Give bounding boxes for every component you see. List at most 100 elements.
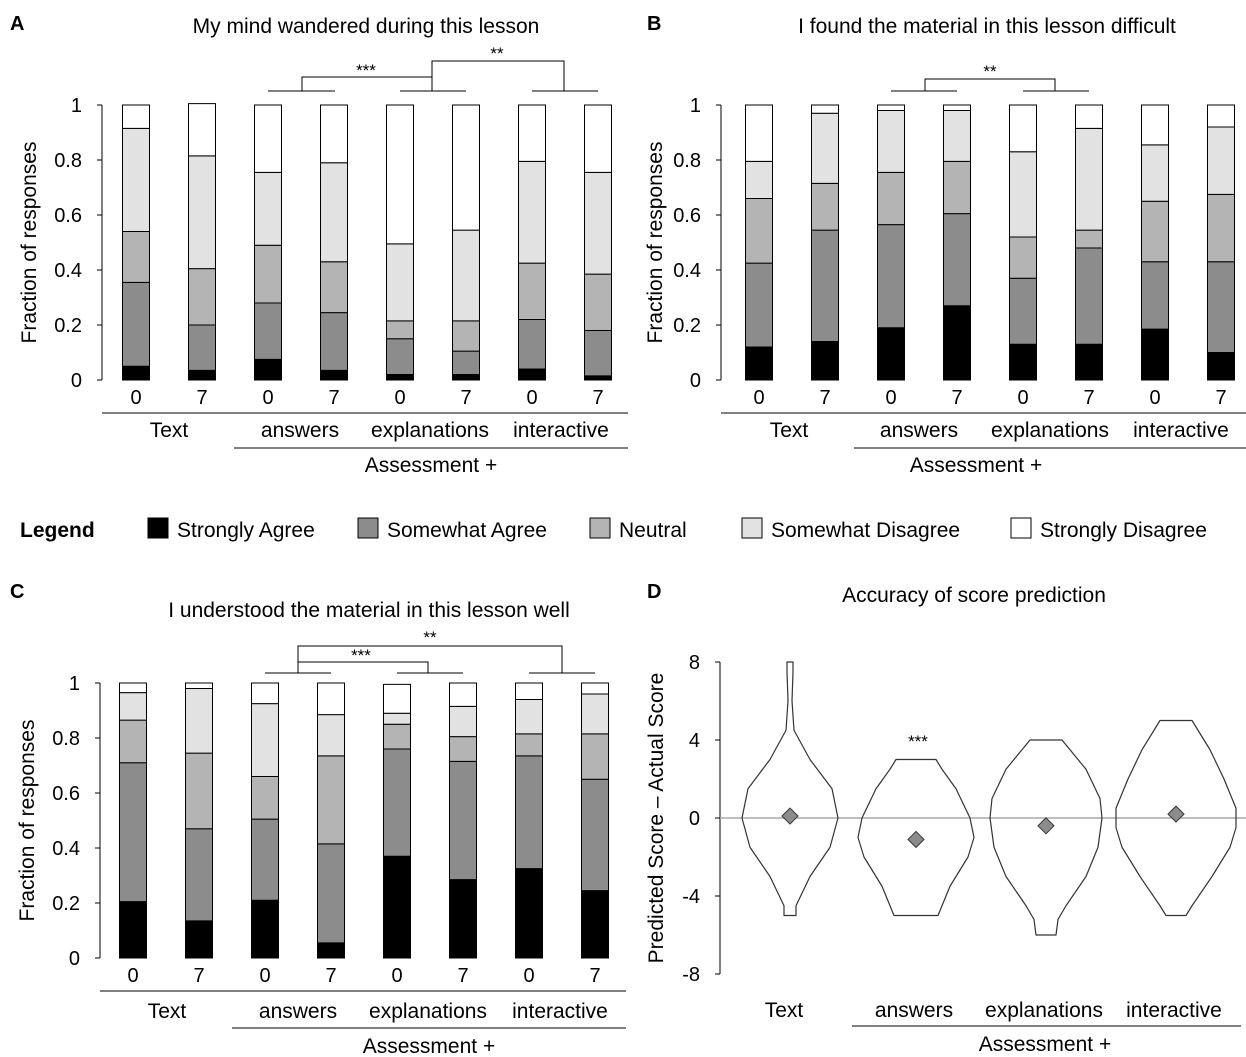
panel-a: A My mind wandered during this lesson 00… bbox=[10, 13, 628, 477]
bar-segment-neutral bbox=[877, 171, 905, 226]
group-label: interactive bbox=[512, 1000, 608, 1023]
bar-segment-strongly-disagree bbox=[518, 104, 546, 162]
bar-segment-strongly-disagree bbox=[317, 682, 345, 716]
bar-segment-strongly-disagree bbox=[943, 104, 971, 111]
bar-segment-somewhat-disagree bbox=[320, 162, 348, 263]
bar-segment-somewhat-agree bbox=[581, 778, 609, 892]
legend-swatch-strongly-disagree bbox=[1010, 517, 1032, 539]
bar-segment-strongly-disagree bbox=[584, 104, 612, 173]
x-category-label: answers bbox=[875, 999, 953, 1022]
panel-b-title: I found the material in this lesson diff… bbox=[798, 15, 1176, 38]
bar-segment-strongly-agree bbox=[449, 879, 477, 959]
y-tick-label: 0.4 bbox=[54, 260, 82, 282]
bar-segment-strongly-disagree bbox=[185, 682, 213, 689]
bar-segment-neutral bbox=[518, 262, 546, 320]
y-tick-label: 0.2 bbox=[52, 893, 80, 915]
x-tick-label: 7 bbox=[951, 387, 962, 409]
bar-segment-somewhat-disagree bbox=[185, 688, 213, 754]
bar-segment-neutral bbox=[1075, 229, 1103, 249]
violin-explanations bbox=[989, 739, 1103, 936]
group-label: Text bbox=[770, 419, 809, 442]
bar-segment-somewhat-disagree bbox=[1009, 151, 1037, 238]
panel-letter-d: D bbox=[647, 581, 661, 603]
bar-segment-somewhat-agree bbox=[320, 312, 348, 371]
y-axis-label: Fraction of responses bbox=[16, 720, 39, 922]
bar-segment-somewhat-agree bbox=[317, 843, 345, 944]
bar-segment-strongly-agree bbox=[452, 374, 480, 381]
bar-segment-strongly-agree bbox=[811, 341, 839, 381]
x-tick-label: 0 bbox=[127, 965, 138, 987]
bar-segment-strongly-agree bbox=[584, 375, 612, 381]
legend-label: Strongly Agree bbox=[177, 519, 315, 542]
bar-segment-somewhat-agree bbox=[1009, 277, 1037, 345]
bar-segment-somewhat-agree bbox=[584, 330, 612, 377]
legend-swatch-somewhat-agree bbox=[357, 517, 379, 539]
bar-segment-strongly-agree bbox=[877, 327, 905, 381]
supergroup-label: Assessment + bbox=[910, 454, 1042, 477]
bar-segment-strongly-disagree bbox=[1009, 104, 1037, 153]
bar-segment-strongly-agree bbox=[119, 901, 147, 959]
bar-segment-neutral bbox=[811, 182, 839, 231]
bar-segment-neutral bbox=[251, 776, 279, 820]
panel-b: B I found the material in this lesson di… bbox=[644, 13, 1246, 477]
legend-label: Strongly Disagree bbox=[1040, 519, 1207, 542]
y-tick-label: -8 bbox=[682, 964, 700, 986]
group-label: explanations bbox=[369, 1000, 487, 1023]
significance-marker: *** bbox=[908, 732, 928, 751]
bar-segment-somewhat-disagree bbox=[1075, 127, 1103, 231]
legend-swatch-somewhat-disagree bbox=[741, 517, 763, 539]
bar-segment-somewhat-disagree bbox=[1141, 144, 1169, 202]
bar-segment-somewhat-agree bbox=[452, 350, 480, 375]
mean-marker bbox=[1167, 805, 1185, 823]
bar-segment-somewhat-disagree bbox=[581, 693, 609, 735]
bar-segment-somewhat-disagree bbox=[122, 127, 150, 232]
supergroup-label: Assessment + bbox=[365, 454, 497, 477]
y-tick-label: 0.2 bbox=[673, 315, 701, 337]
bar-segment-neutral bbox=[185, 752, 213, 830]
bar-segment-neutral bbox=[1009, 236, 1037, 279]
bar-segment-neutral bbox=[320, 261, 348, 314]
panel-d: D Accuracy of score prediction 8 4 0 -4 -8 Pr… bbox=[645, 581, 1246, 1056]
bar-segment-somewhat-disagree bbox=[877, 110, 905, 173]
bar-segment-strongly-agree bbox=[320, 369, 348, 381]
y-tick-label: 0 bbox=[689, 808, 700, 830]
significance-marker: *** bbox=[351, 646, 371, 665]
bar-segment-somewhat-agree bbox=[1141, 261, 1169, 330]
bar-segment-strongly-agree bbox=[1207, 352, 1235, 381]
bar-segment-somewhat-agree bbox=[515, 755, 543, 870]
bar-segment-strongly-disagree bbox=[383, 683, 411, 714]
x-tick-label: 7 bbox=[589, 965, 600, 987]
panel-letter-c: C bbox=[10, 581, 24, 603]
violin-answers bbox=[857, 758, 975, 917]
legend-label: Neutral bbox=[619, 519, 687, 542]
panel-c-bars: 0 0.2 0.4 0.6 0.8 1 Fraction of responses 0 7 0 7 0… bbox=[16, 628, 626, 1057]
bar-segment-neutral bbox=[452, 320, 480, 352]
bar-segment-neutral bbox=[119, 719, 147, 764]
bar-segment-neutral bbox=[581, 733, 609, 780]
group-label: answers bbox=[259, 1000, 337, 1023]
bar-segment-somewhat-disagree bbox=[317, 714, 345, 757]
group-label: explanations bbox=[991, 419, 1109, 442]
x-tick-label: 0 bbox=[526, 387, 537, 409]
y-axis-label: Fraction of responses bbox=[644, 142, 667, 344]
bar-segment-strongly-disagree bbox=[254, 104, 282, 173]
bar-segment-somewhat-agree bbox=[119, 762, 147, 903]
x-tick-label: 7 bbox=[819, 387, 830, 409]
y-axis-label: Fraction of responses bbox=[18, 142, 41, 344]
bar-segment-somewhat-disagree bbox=[251, 703, 279, 777]
bar-segment-strongly-disagree bbox=[251, 682, 279, 705]
x-category-label: Text bbox=[765, 999, 804, 1022]
y-tick-label: 0.4 bbox=[673, 260, 701, 282]
bar-segment-somewhat-disagree bbox=[943, 110, 971, 162]
bar-segment-somewhat-agree bbox=[254, 302, 282, 360]
y-tick-label: 8 bbox=[689, 652, 700, 674]
violin-text bbox=[741, 661, 839, 917]
bar-segment-somewhat-agree bbox=[943, 213, 971, 307]
x-tick-label: 7 bbox=[325, 965, 336, 987]
y-tick-label: 0.6 bbox=[673, 205, 701, 227]
bar-segment-strongly-agree bbox=[383, 855, 411, 959]
mean-marker bbox=[1037, 817, 1055, 835]
bar-segment-strongly-disagree bbox=[581, 682, 609, 695]
group-label: answers bbox=[880, 419, 958, 442]
